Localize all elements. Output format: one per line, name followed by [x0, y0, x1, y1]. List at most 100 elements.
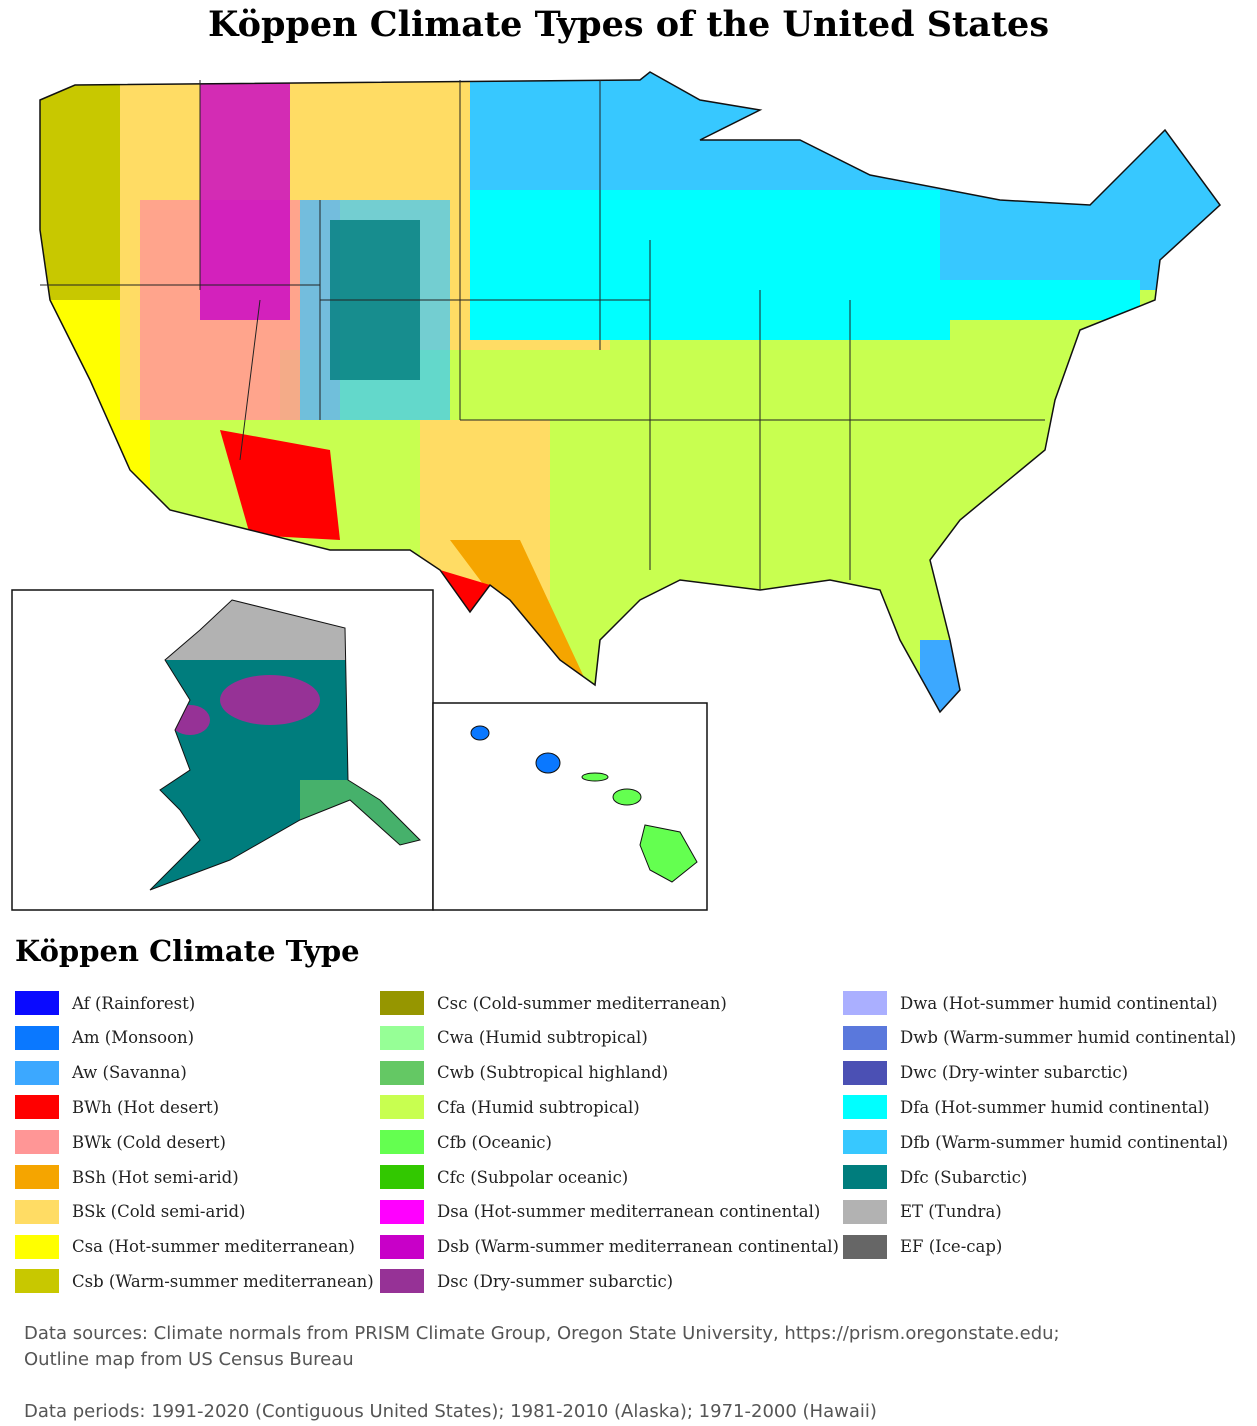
legend-label: Cwb (Subtropical highland) [437, 1063, 669, 1083]
legend-label: Dfc (Subarctic) [900, 1167, 1028, 1187]
legend-swatch [843, 1234, 887, 1259]
legend-swatch [15, 1199, 59, 1224]
legend-item: Am (Monsoon) [15, 1025, 194, 1051]
legend-item: BSh (Hot semi-arid) [15, 1164, 239, 1190]
legend-swatch [843, 1165, 887, 1189]
legend-label: Cfc (Subpolar oceanic) [437, 1167, 629, 1187]
map-shape [612, 788, 642, 806]
legend-item: BSk (Cold semi-arid) [15, 1199, 245, 1225]
title: Köppen Climate Types of the United State… [207, 4, 1050, 45]
legend-item: Dsc (Dry-summer subarctic) [380, 1268, 673, 1294]
legend-swatch [843, 1130, 887, 1155]
legend-item: Dwb (Warm-summer humid continental) [843, 1025, 1236, 1051]
legend-label: Aw (Savanna) [72, 1063, 187, 1083]
legend-item: BWh (Hot desert) [15, 1094, 219, 1120]
legend-label: Dsc (Dry-summer subarctic) [437, 1271, 674, 1291]
legend-swatch [15, 1095, 59, 1120]
legend-swatch [15, 1269, 59, 1294]
legend-item: Dfa (Hot-summer humid continental) [843, 1094, 1210, 1120]
legend-item: Cfa (Humid subtropical) [380, 1094, 640, 1120]
map-shape [581, 772, 609, 782]
legend-swatch [15, 1234, 59, 1259]
legend-label: BWh (Hot desert) [72, 1097, 220, 1117]
legend-swatch [843, 1095, 887, 1120]
legend-item: Dwa (Hot-summer humid continental) [843, 990, 1218, 1016]
legend-title: Köppen Climate Type [15, 934, 360, 968]
legend-item: Dfb (Warm-summer humid continental) [843, 1129, 1228, 1155]
legend-item: Cfc (Subpolar oceanic) [380, 1164, 628, 1190]
map-shape [920, 640, 980, 712]
map-shape [535, 752, 561, 774]
legend-item: Csb (Warm-summer mediterranean) [15, 1268, 374, 1294]
map-shape [220, 430, 340, 540]
legend-label: Cfa (Humid subtropical) [437, 1097, 640, 1117]
legend-label: BWk (Cold desert) [72, 1132, 226, 1152]
legend-label: Dwa (Hot-summer humid continental) [900, 993, 1218, 1013]
legend-label: Af (Rainforest) [72, 993, 196, 1013]
legend-item: Cwa (Humid subtropical) [380, 1025, 648, 1051]
legend-swatch [380, 1199, 424, 1224]
legend-swatch [15, 1165, 59, 1189]
legend-swatch [15, 1060, 59, 1085]
legend-item: Cfb (Oceanic) [380, 1129, 552, 1155]
state-borders [40, 80, 1045, 590]
legend-swatch [15, 1025, 59, 1050]
map-shape [470, 725, 490, 741]
map-shape [639, 824, 698, 883]
legend-label: ET (Tundra) [900, 1202, 1002, 1222]
legend-label: BSk (Cold semi-arid) [72, 1202, 246, 1222]
map [11, 71, 1222, 911]
legend-item: Dsb (Warm-summer mediterranean continent… [380, 1234, 839, 1260]
legend-item: BWk (Cold desert) [15, 1129, 226, 1155]
legend-label: Dsa (Hot-summer mediterranean continenta… [437, 1202, 821, 1222]
legend-label: Dwb (Warm-summer humid continental) [900, 1028, 1237, 1048]
legend-item: Cwb (Subtropical highland) [380, 1060, 668, 1086]
legend-swatch [843, 1025, 887, 1050]
legend-label: Csb (Warm-summer mediterranean) [72, 1271, 374, 1291]
legend-label: Dfa (Hot-summer humid continental) [900, 1097, 1210, 1117]
legend-label: Am (Monsoon) [72, 1028, 195, 1048]
us-outline [39, 71, 1222, 714]
legend-label: Cfb (Oceanic) [437, 1132, 552, 1152]
legend-item: Csa (Hot-summer mediterranean) [15, 1234, 355, 1260]
legend-swatch [380, 1234, 424, 1259]
legend-item: Af (Rainforest) [15, 990, 195, 1016]
map-shape [470, 190, 950, 340]
legend-swatch [15, 991, 59, 1015]
legend-item: Dfc (Subarctic) [843, 1164, 1027, 1190]
period-note: Data periods: 1991-2020 (Contiguous Unit… [24, 1401, 877, 1422]
legend-swatch [380, 1130, 424, 1155]
legend-swatch [380, 1095, 424, 1120]
legend-swatch [380, 1060, 424, 1085]
legend-label: BSh (Hot semi-arid) [72, 1167, 239, 1187]
map-shape [940, 280, 1140, 320]
legend-swatch [15, 1130, 59, 1155]
map-shape [470, 72, 1220, 190]
legend-label: Dfb (Warm-summer humid continental) [900, 1132, 1229, 1152]
source-note: Data sources: Climate normals from PRISM… [24, 1323, 1060, 1344]
legend-item: Dsa (Hot-summer mediterranean continenta… [380, 1199, 820, 1225]
legend-item: EF (Ice-cap) [843, 1234, 1002, 1260]
legend-label: Csc (Cold-summer mediterranean) [437, 993, 727, 1013]
legend-label: Cwa (Humid subtropical) [437, 1028, 648, 1048]
legend-label: Csa (Hot-summer mediterranean) [72, 1237, 355, 1257]
legend-item: Aw (Savanna) [15, 1060, 187, 1086]
legend-swatch [380, 1025, 424, 1050]
legend-item: Dwc (Dry-winter subarctic) [843, 1060, 1128, 1086]
legend-label: Dsb (Warm-summer mediterranean continent… [437, 1237, 839, 1257]
legend-item: ET (Tundra) [843, 1199, 1002, 1225]
map-shape [220, 675, 320, 725]
legend-label: Dwc (Dry-winter subarctic) [900, 1063, 1129, 1083]
legend-label: EF (Ice-cap) [900, 1237, 1003, 1257]
hawaii [470, 725, 698, 883]
legend-swatch [843, 1060, 887, 1085]
legend-swatch [380, 1165, 424, 1189]
legend-swatch [380, 1269, 424, 1294]
source-note: Outline map from US Census Bureau [24, 1349, 354, 1370]
map-shape [200, 80, 290, 320]
legend-swatch [380, 991, 424, 1015]
map-shape [40, 80, 1045, 590]
legend-swatch [843, 991, 887, 1015]
legend-swatch [843, 1199, 887, 1224]
